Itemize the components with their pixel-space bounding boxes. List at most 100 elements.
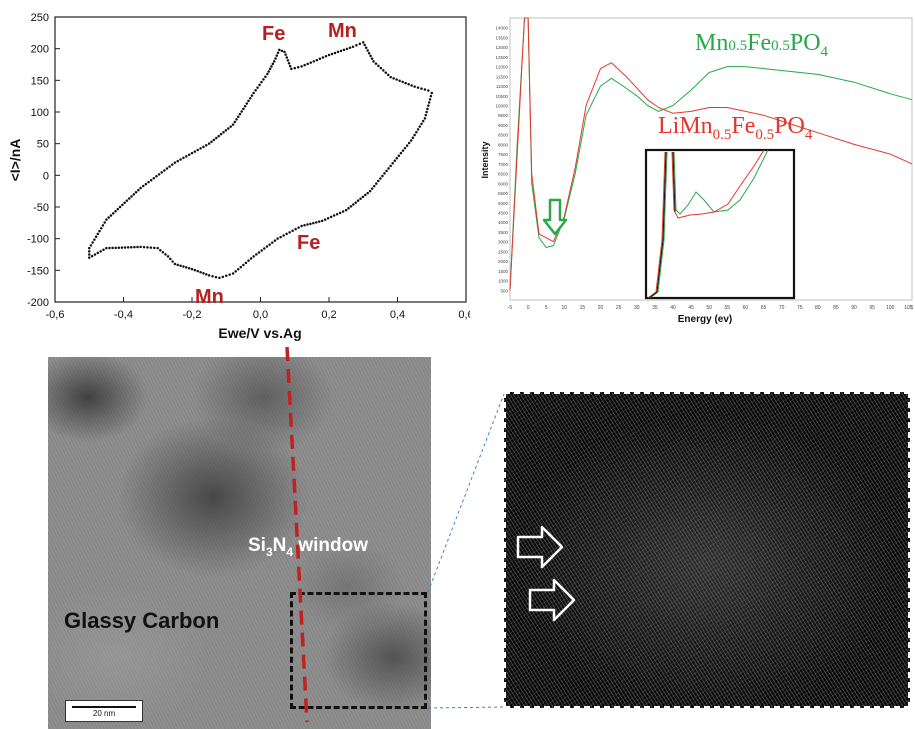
cv-data-point [382,69,385,72]
cv-data-point [252,91,255,95]
cv-y-tick-label: -150 [27,265,49,277]
cv-data-point [202,272,205,275]
cv-data-point [132,193,136,196]
cv-y-tick-label: 250 [31,12,49,24]
cv-data-point [369,54,372,58]
hrtem-image [504,392,910,708]
cv-data-point [196,148,199,152]
cv-data-point [397,154,401,157]
cv-data-point [413,133,416,137]
cv-y-tick-label: 200 [31,44,49,56]
cv-data-point [275,54,279,57]
cv-data-point [125,199,129,202]
cv-data-point [221,275,225,279]
cv-data-point [296,65,300,69]
cv-data-point [290,67,293,71]
cv-data-point [407,141,411,145]
eels-series-line [509,17,913,291]
green-arrow-icon [542,198,568,236]
cv-data-point [210,140,213,144]
cv-data-point [258,83,261,87]
eels-y-tick-label: 10500 [495,94,508,99]
eels-y-tick-label: 14000 [495,26,508,31]
cv-data-point [283,50,286,54]
eels-inset-line [647,149,765,299]
cv-data-point [267,70,270,73]
cv-data-point [168,165,171,168]
cv-data-point [354,201,357,204]
eels-x-axis-label: Energy (ev) [678,314,732,325]
cv-data-point [421,119,425,123]
cv-data-point [297,226,300,229]
cv-data-point [187,266,191,270]
cv-x-ticks: -0,6 -0,4 -0,2 0,0 0,2 0,4 0,6 [46,297,474,321]
cv-data-point [395,156,399,160]
cv-data-point [401,149,405,152]
cv-data-point [164,253,167,256]
cv-data-point [144,182,148,186]
cv-x-tick-label: 0,2 [321,309,336,321]
cv-data-point [250,94,254,97]
cv-data-point [123,201,126,205]
cv-data-point [265,245,269,248]
cv-y-axis-label: <I>/nA [7,139,23,182]
cv-data-point [202,145,205,149]
cv-data-point [238,112,242,116]
eels-y-tick-label: 4000 [498,220,509,225]
eels-x-tick-label: 50 [706,305,712,311]
cv-data-point [139,245,142,249]
cv-data-point [268,67,272,71]
eels-x-tick-label: 105 [904,305,913,311]
cv-data-point [278,48,281,52]
cv-data-point [242,107,245,111]
cv-data-point [389,164,392,168]
cv-data-point [182,265,185,268]
cv-data-point [234,270,237,273]
cv-data-point [372,184,376,188]
cv-data-point [285,232,288,236]
cv-data-point [207,142,211,145]
cv-y-tick-label: 0 [43,170,49,182]
cv-data-point [264,75,267,78]
cv-data-point [88,253,91,256]
eels-x-tick-label: 95 [869,305,875,311]
blue-connector-bottom [427,706,505,709]
cv-data-point [94,235,98,239]
cv-annotation-mn-bottom: Mn [195,286,224,308]
cv-data-point [342,48,346,52]
cv-data-point [105,246,108,250]
cv-data-point [179,158,182,161]
cv-data-point [101,224,105,227]
cv-data-point [300,224,303,228]
eels-plot: 1400013500130001250012000115001100010500… [480,17,914,325]
cv-data-point [279,235,282,239]
cv-data-point [185,155,188,158]
cv-data-point [386,73,390,77]
cv-data-point [134,190,138,194]
cv-data-point [252,255,255,258]
cv-data-point [274,57,277,60]
cv-data-point [271,241,274,244]
cv-y-tick-label: -200 [27,297,49,309]
cv-data-point [336,50,340,54]
cv-data-point [370,57,374,60]
eels-plot-frame [509,17,913,301]
eels-y-axis-label: Intensity [480,141,490,178]
eels-y-tick-label: 8000 [498,142,509,147]
cv-data-point [240,110,243,113]
cv-data-point [303,63,306,67]
cv-data-point [424,113,428,117]
cv-data-point [364,193,367,197]
cv-data-point [247,259,250,262]
cv-data-point [395,78,398,81]
cv-data-point [427,101,431,104]
cv-data-point [294,227,297,231]
cv-data-point [339,49,343,53]
cv-data-point [142,184,145,188]
cv-data-point [233,120,237,124]
cv-data-point [199,147,202,150]
eels-inset-line [649,149,769,299]
cv-data-point [370,187,374,190]
cv-data-point [271,62,275,66]
cv-data-point [245,102,249,105]
